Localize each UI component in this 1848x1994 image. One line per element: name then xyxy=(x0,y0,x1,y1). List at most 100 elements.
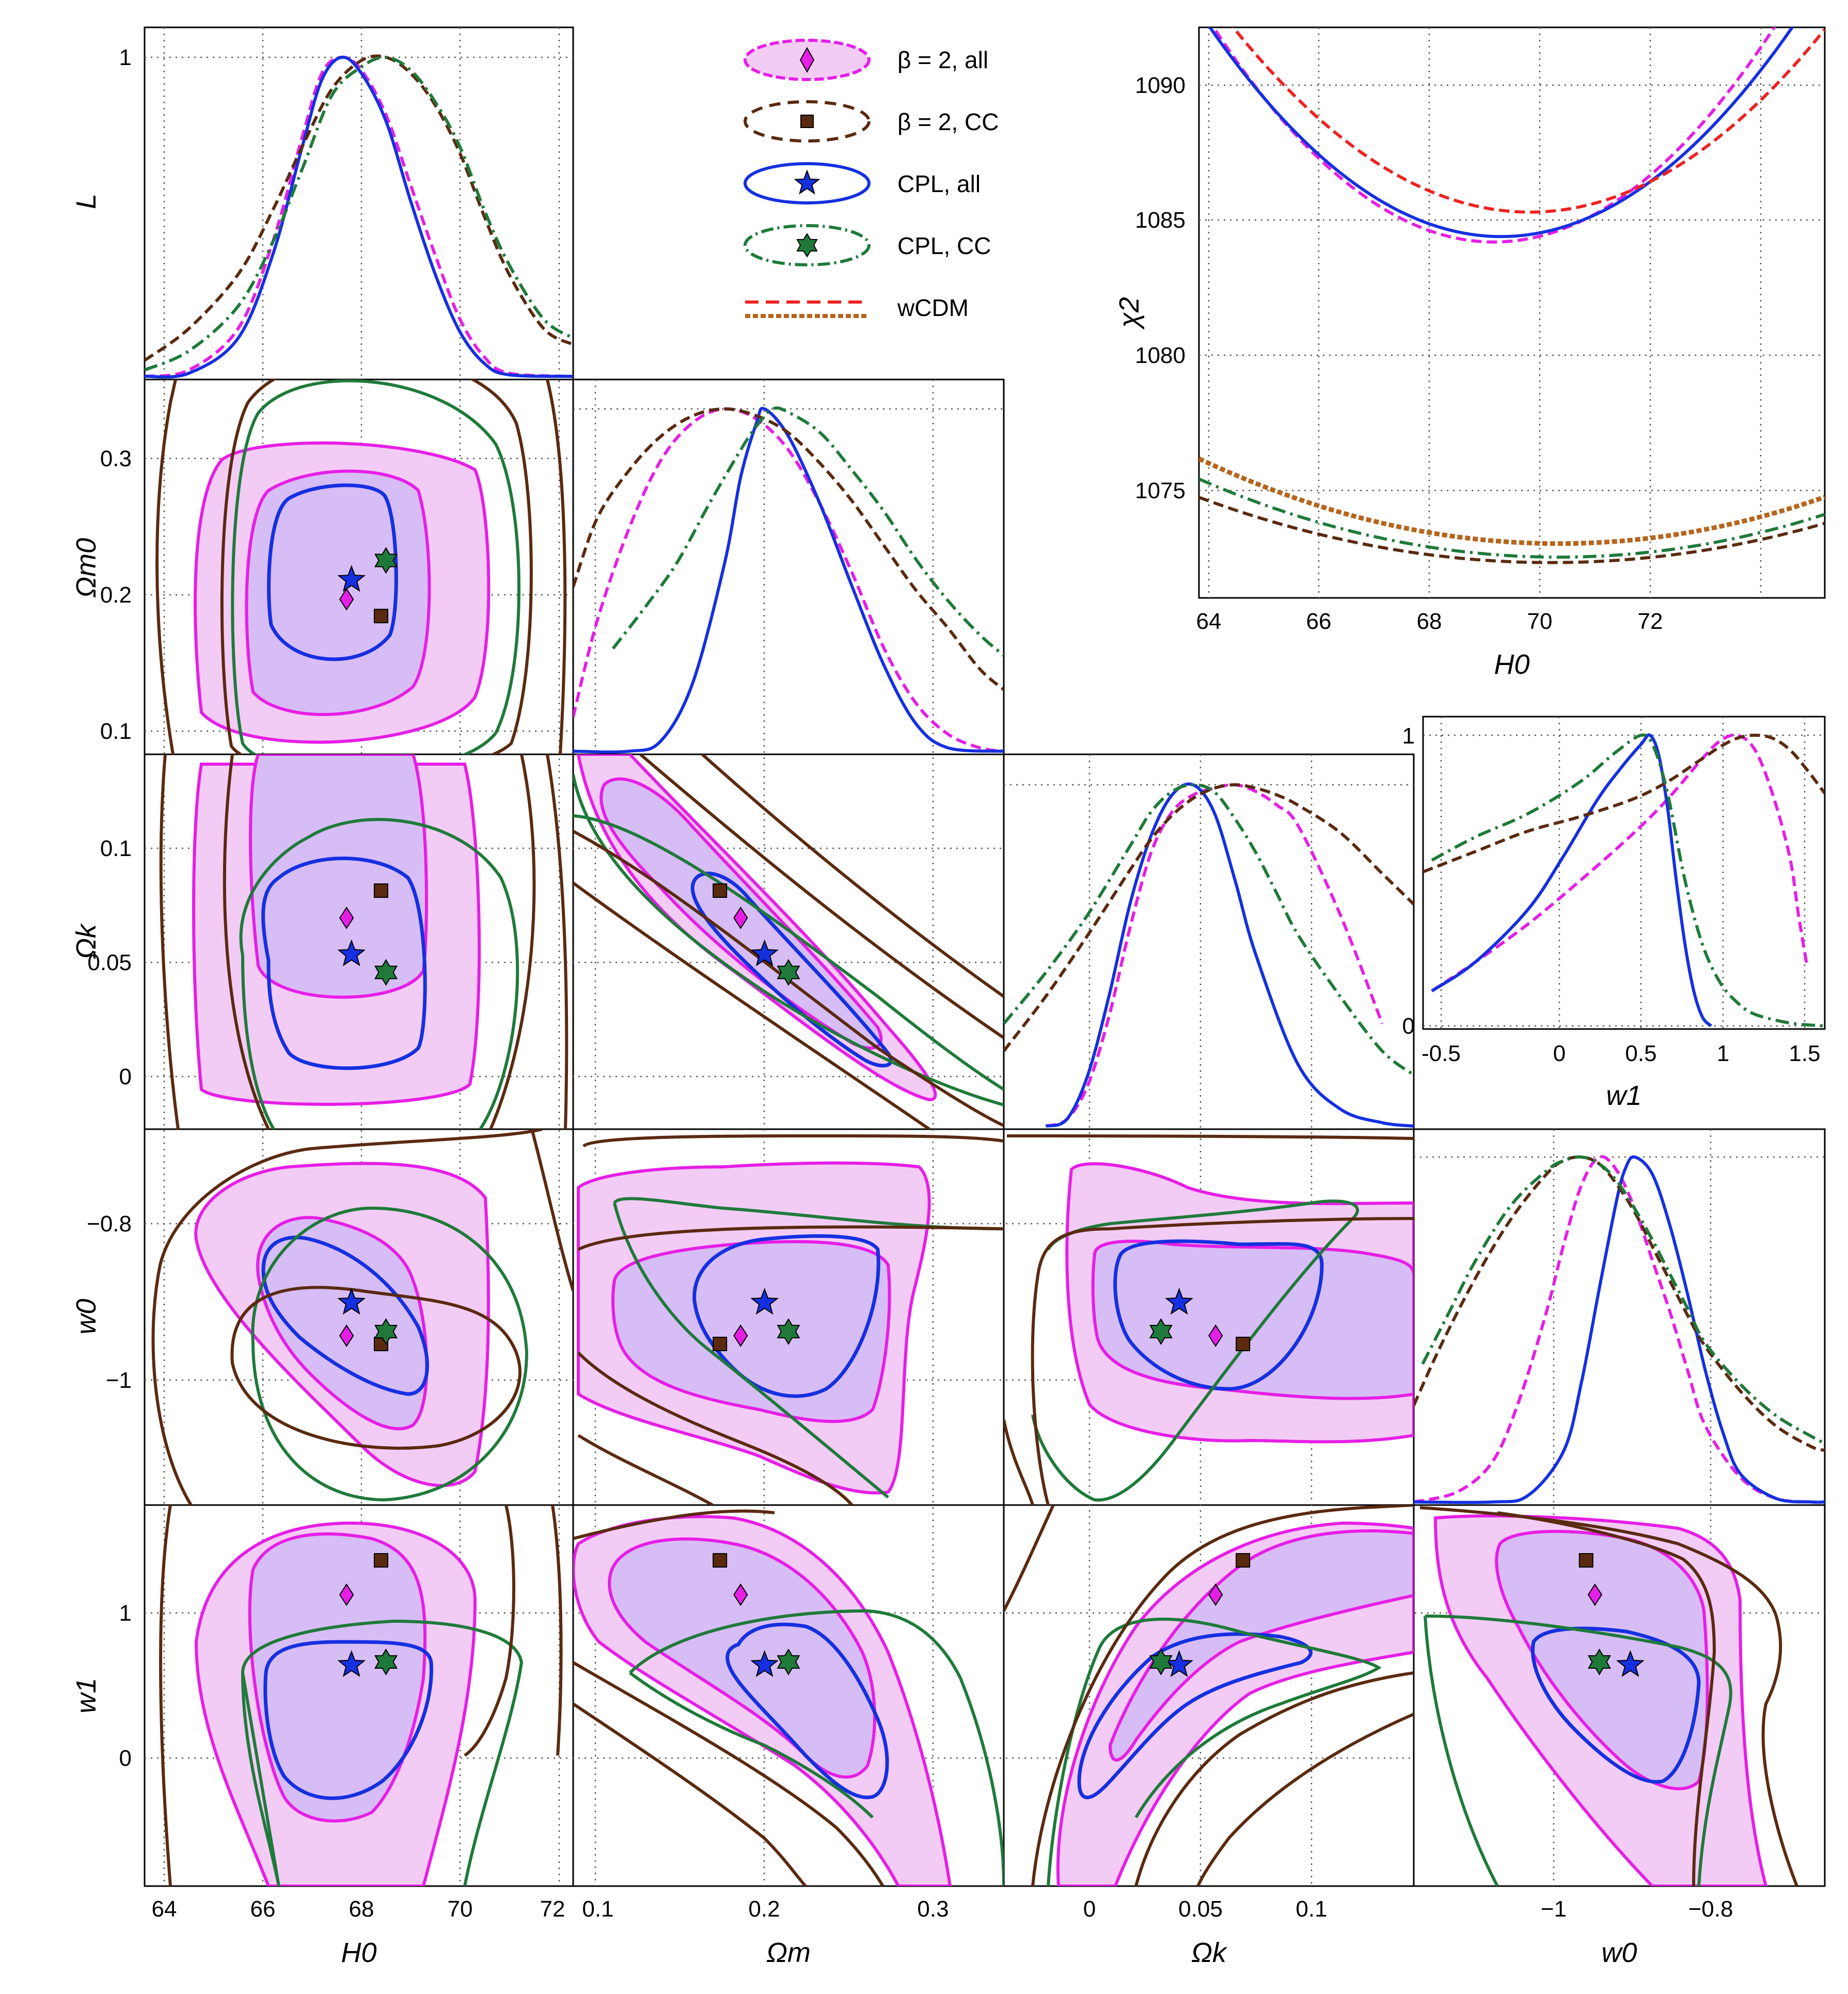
star-icon xyxy=(794,169,820,195)
beta-all-68-H0-Om xyxy=(245,469,431,716)
likelihood-curve xyxy=(1004,783,1414,1052)
beta-all-68-Ok-w1 xyxy=(1108,1529,1414,1762)
H0-xtick: 68 xyxy=(349,1896,374,1922)
Om-xtick: 0.3 xyxy=(917,1896,949,1922)
likelihood-curve xyxy=(1414,1155,1825,1504)
star-marker xyxy=(1165,1288,1194,1315)
legend-label: wCDM xyxy=(897,294,969,321)
square-marker xyxy=(713,883,728,898)
chi2-ytick: 1090 xyxy=(1135,73,1186,98)
cpl-cc-Om-w1 xyxy=(628,1609,1004,1886)
cpl-cc-H0-w0 xyxy=(251,1206,529,1502)
grid-chi2 xyxy=(1199,27,1825,598)
chi2-ytick: 1080 xyxy=(1135,343,1186,368)
diamond-marker xyxy=(339,588,354,611)
likelihood-curve xyxy=(145,55,573,379)
Lw1-ytick: 0 xyxy=(1402,1014,1415,1039)
cpl-all-68-Ok-w1 xyxy=(1077,1632,1313,1799)
legend-item-beta-cc: β = 2, CC xyxy=(744,100,999,143)
likelihood-curve xyxy=(1414,1155,1825,1452)
beta-cc-Om-Ok xyxy=(573,754,1004,1127)
beta-cc-Om-w1 xyxy=(573,1509,884,1886)
likelihood-L_w0 xyxy=(1414,1155,1825,1504)
Om0-ytick: 0.2 xyxy=(100,582,132,608)
chi2-xtick: 66 xyxy=(1306,609,1332,634)
likelihood-curve xyxy=(573,406,1004,754)
star-marker xyxy=(337,1650,366,1677)
hexagram-marker xyxy=(1587,1648,1612,1675)
legend-label: β = 2, CC xyxy=(897,108,999,135)
cpl-cc-H0-w1 xyxy=(241,1619,524,1886)
beta-all-68-Om-w0 xyxy=(611,1240,891,1423)
markers-H0-w0 xyxy=(337,1288,398,1351)
diamond-marker xyxy=(1208,1583,1223,1606)
diamond-marker xyxy=(1587,1583,1603,1606)
square-marker xyxy=(1578,1553,1593,1568)
likelihood-curve xyxy=(1045,783,1384,1128)
axis-label-w1x: w1 xyxy=(1606,1080,1641,1111)
chi2-ytick: 1085 xyxy=(1135,208,1186,233)
w0-ytick: −1 xyxy=(106,1368,132,1393)
cpl-cc-Ok-w1 xyxy=(1047,1618,1382,1886)
diamond-marker xyxy=(1208,1324,1223,1347)
star-marker xyxy=(750,939,779,967)
panel-L-w1 xyxy=(1422,716,1826,1030)
chi2-curves xyxy=(1199,27,1825,564)
square-marker xyxy=(373,883,388,898)
likelihood-curve xyxy=(573,407,1004,691)
markers-H0-w1 xyxy=(337,1553,398,1677)
beta-cc-H0-w1 xyxy=(464,1505,515,1757)
beta-cc-H0-w0 xyxy=(230,1286,522,1450)
cpl-all-68-H0-Ok xyxy=(261,857,427,1070)
legend-label: CPL, CC xyxy=(897,232,991,259)
star-marker xyxy=(1616,1650,1645,1677)
square-marker xyxy=(373,609,388,624)
likelihood-curve xyxy=(573,407,1004,753)
beta-cc-Ok-w0 xyxy=(1031,1217,1414,1505)
H0-xtick: 66 xyxy=(250,1896,276,1922)
chi2-xtick: 70 xyxy=(1527,609,1553,634)
axis-label-w0x: w0 xyxy=(1601,1937,1637,1968)
w1-ytick: 0 xyxy=(119,1746,132,1771)
likelihood-curve xyxy=(1423,733,1825,874)
L-ytick: 1 xyxy=(119,45,132,70)
beta-cc-H0-Ok xyxy=(223,754,536,1129)
diamond-icon xyxy=(799,46,815,73)
Ok-xtick: 0.1 xyxy=(1296,1896,1327,1922)
w0-xtick: −0.8 xyxy=(1688,1896,1733,1922)
hexagram-marker xyxy=(777,1648,800,1675)
chi2-xtick: 68 xyxy=(1417,609,1442,634)
likelihood-curve xyxy=(145,55,573,372)
legend-item-cpl-cc: CPL, CC xyxy=(744,224,991,266)
Ok-xtick: 0 xyxy=(1083,1896,1096,1922)
cpl-all-68-H0-Om xyxy=(267,483,398,661)
Lw1-xtick: -0.5 xyxy=(1421,1041,1461,1066)
legend-item-wcdm: wCDM xyxy=(745,294,969,321)
beta-all-68-Om-w1 xyxy=(608,1537,876,1779)
likelihood-curve xyxy=(1431,733,1713,1027)
axis-label-chi2-y: χ2 xyxy=(1114,297,1145,330)
markers-H0-Om xyxy=(337,547,398,624)
legend-item-cpl-all: CPL, all xyxy=(744,162,981,204)
hexagram-marker xyxy=(374,1648,398,1675)
beta-cc-Om-w0 xyxy=(577,1225,1004,1505)
diamond-marker xyxy=(733,1583,748,1606)
beta-cc-95-H0-Ok xyxy=(159,754,568,1129)
axis-label-L: L xyxy=(71,194,102,209)
cpl-cc-H0-Ok xyxy=(239,818,519,1129)
square-marker xyxy=(1236,1337,1251,1351)
diamond-marker xyxy=(339,1583,354,1606)
star-marker xyxy=(750,1650,779,1677)
Ok-ytick: 0.05 xyxy=(87,950,132,975)
chi2-curve xyxy=(1199,478,1825,559)
beta-all-68-H0-Ok xyxy=(249,754,428,999)
chi2-curve xyxy=(1211,27,1776,244)
axis-label-Om0: Ωm0 xyxy=(71,538,102,598)
axis-label-H0: H0 xyxy=(341,1937,376,1968)
H0-xtick: 72 xyxy=(540,1896,565,1922)
legend-label: CPL, all xyxy=(897,170,981,197)
Lw1-xtick: 1.5 xyxy=(1789,1041,1820,1066)
Om-xtick: 0.1 xyxy=(582,1896,613,1922)
square-marker xyxy=(713,1337,728,1351)
